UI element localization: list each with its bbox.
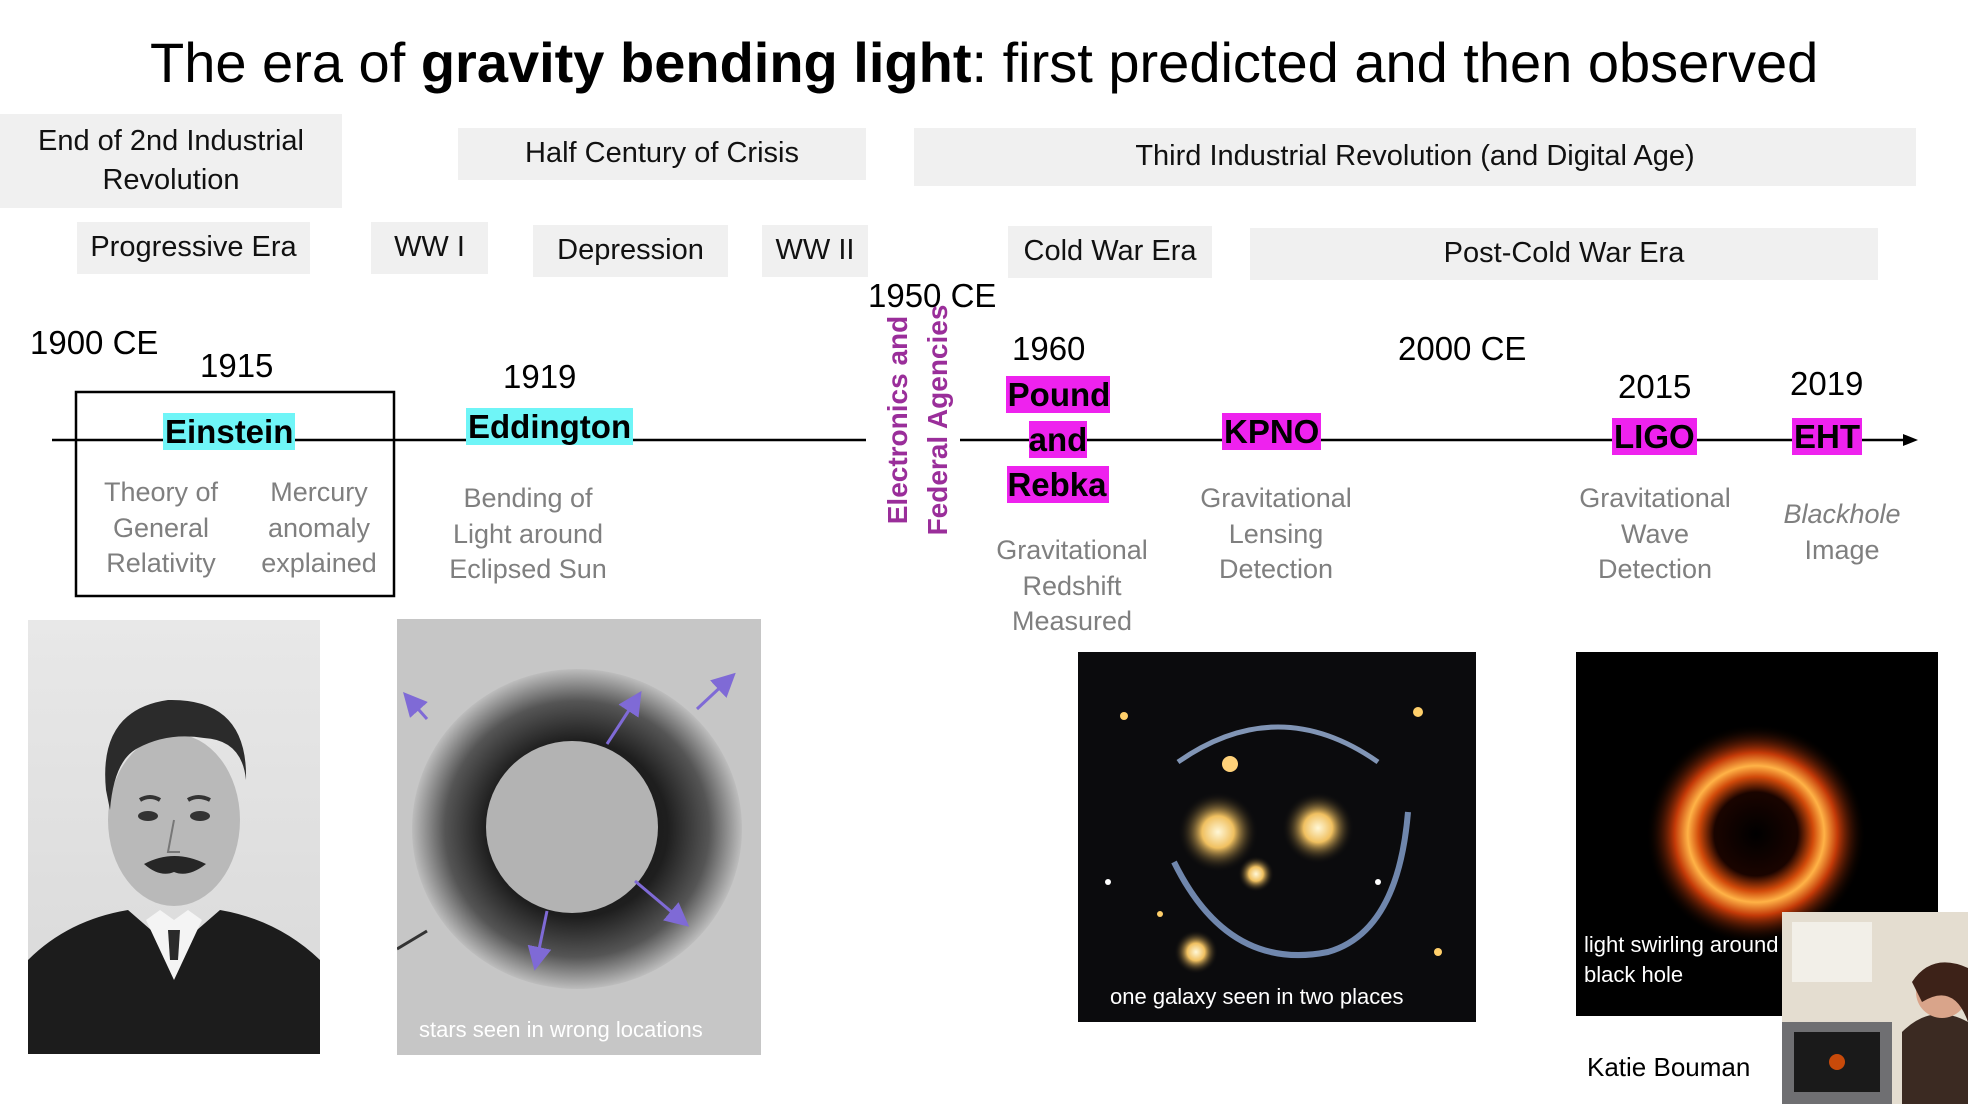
eclipse-photo: stars seen in wrong locations <box>397 619 761 1055</box>
desc-relativity: Theory of General Relativity <box>103 477 219 579</box>
desc-wave: Gravitational Wave Detection <box>1579 483 1731 585</box>
vertical-note: Electronics and Federal Agencies <box>882 304 953 536</box>
event-ligo: LIGO <box>1612 418 1697 455</box>
event-kpno: KPNO <box>1222 413 1322 450</box>
galaxy-lensing-photo: one galaxy seen in two places <box>1078 652 1476 1022</box>
blackhole-image: light swirling around black hole <box>1576 652 1938 1016</box>
caption-bouman: Katie Bouman <box>1587 1052 1751 1082</box>
band-ww2: WW II <box>762 225 868 277</box>
year-2019: 2019 <box>1790 365 1864 402</box>
event-pound-rebka: Pound and Rebka <box>1005 376 1111 503</box>
band-depression: Depression <box>533 225 728 277</box>
year-1960: 1960 <box>1012 330 1086 367</box>
band-progressive: Progressive Era <box>77 222 310 274</box>
desc-redshift: Gravitational Redshift Measured <box>996 535 1148 637</box>
band-coldwar: Cold War Era <box>1008 226 1212 278</box>
event-einstein: Einstein <box>163 413 296 450</box>
caption-blackhole: light swirling around black hole <box>1584 932 1779 987</box>
band-3rd-industrial: Third Industrial Revolution (and Digital… <box>914 128 1916 186</box>
event-eht: EHT <box>1792 418 1862 455</box>
year-1900: 1900 CE <box>30 324 159 361</box>
page-title: The era of gravity bending light: first … <box>150 31 1819 94</box>
band-2nd-industrial: End of 2nd Industrial Revolution <box>0 114 342 208</box>
caption-galaxy: one galaxy seen in two places <box>1110 984 1404 1009</box>
year-1915: 1915 <box>200 347 274 384</box>
year-2000: 2000 CE <box>1398 330 1527 367</box>
desc-lensing: Gravitational Lensing Detection <box>1200 483 1352 585</box>
band-ww1: WW I <box>371 222 488 274</box>
desc-blackhole: Blackhole Image <box>1783 499 1901 565</box>
caption-eclipse: stars seen in wrong locations <box>419 1017 703 1042</box>
desc-mercury: Mercury anomaly explained <box>261 477 377 579</box>
event-eddington: Eddington <box>466 408 634 445</box>
desc-bending: Bending of Light around Eclipsed Sun <box>449 483 607 585</box>
einstein-box <box>74 390 396 598</box>
year-1950: 1950 CE <box>868 277 997 314</box>
katie-bouman-photo <box>1782 912 1968 1104</box>
einstein-portrait <box>28 620 320 1054</box>
year-2015: 2015 <box>1618 368 1692 405</box>
year-1919: 1919 <box>503 358 577 395</box>
band-crisis: Half Century of Crisis <box>458 128 866 180</box>
band-postcoldwar: Post-Cold War Era <box>1250 228 1878 280</box>
timeline-arrowhead <box>1903 434 1918 446</box>
